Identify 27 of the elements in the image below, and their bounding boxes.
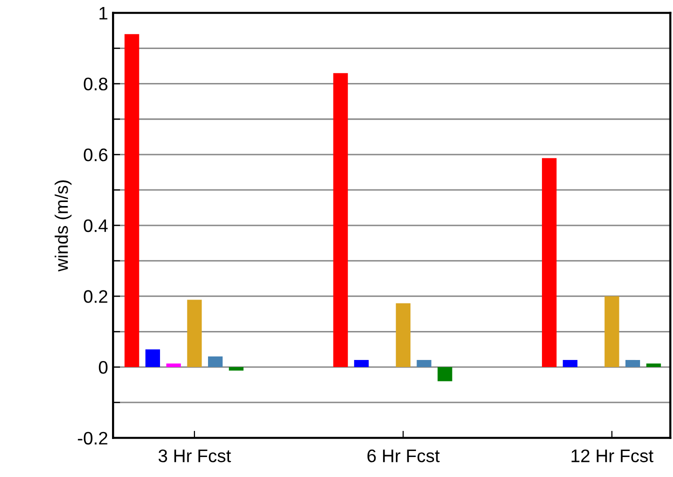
x-tick-label: 12 Hr Fcst [572,449,654,462]
y-tick-label: 0 [98,360,108,374]
y-tick-label: 0.6 [84,148,108,162]
y-tick-label: 0.4 [84,219,108,232]
y-tick-label: 1 [100,7,108,20]
bar [228,367,244,371]
y-axis-title: winds (m/s) [54,180,72,272]
bar [166,364,181,368]
bar [187,300,202,368]
bar [646,364,661,368]
y-tick-label: -0.2 [78,432,108,445]
bar [354,360,369,368]
bar [562,360,578,368]
y-tick-label: 0.8 [84,78,108,90]
x-tick-label: 3 Hr Fcst [158,449,231,462]
x-tick-label: 6 Hr Fcst [367,449,440,462]
y-tick-label: 0.2 [84,290,108,303]
bar [604,296,620,368]
bar [416,360,432,368]
bar [145,349,160,368]
bar [208,356,223,368]
bar [396,303,410,368]
bar [542,158,557,368]
bar [124,34,140,368]
bar [333,73,348,368]
bar [625,360,640,368]
bar [438,367,452,382]
